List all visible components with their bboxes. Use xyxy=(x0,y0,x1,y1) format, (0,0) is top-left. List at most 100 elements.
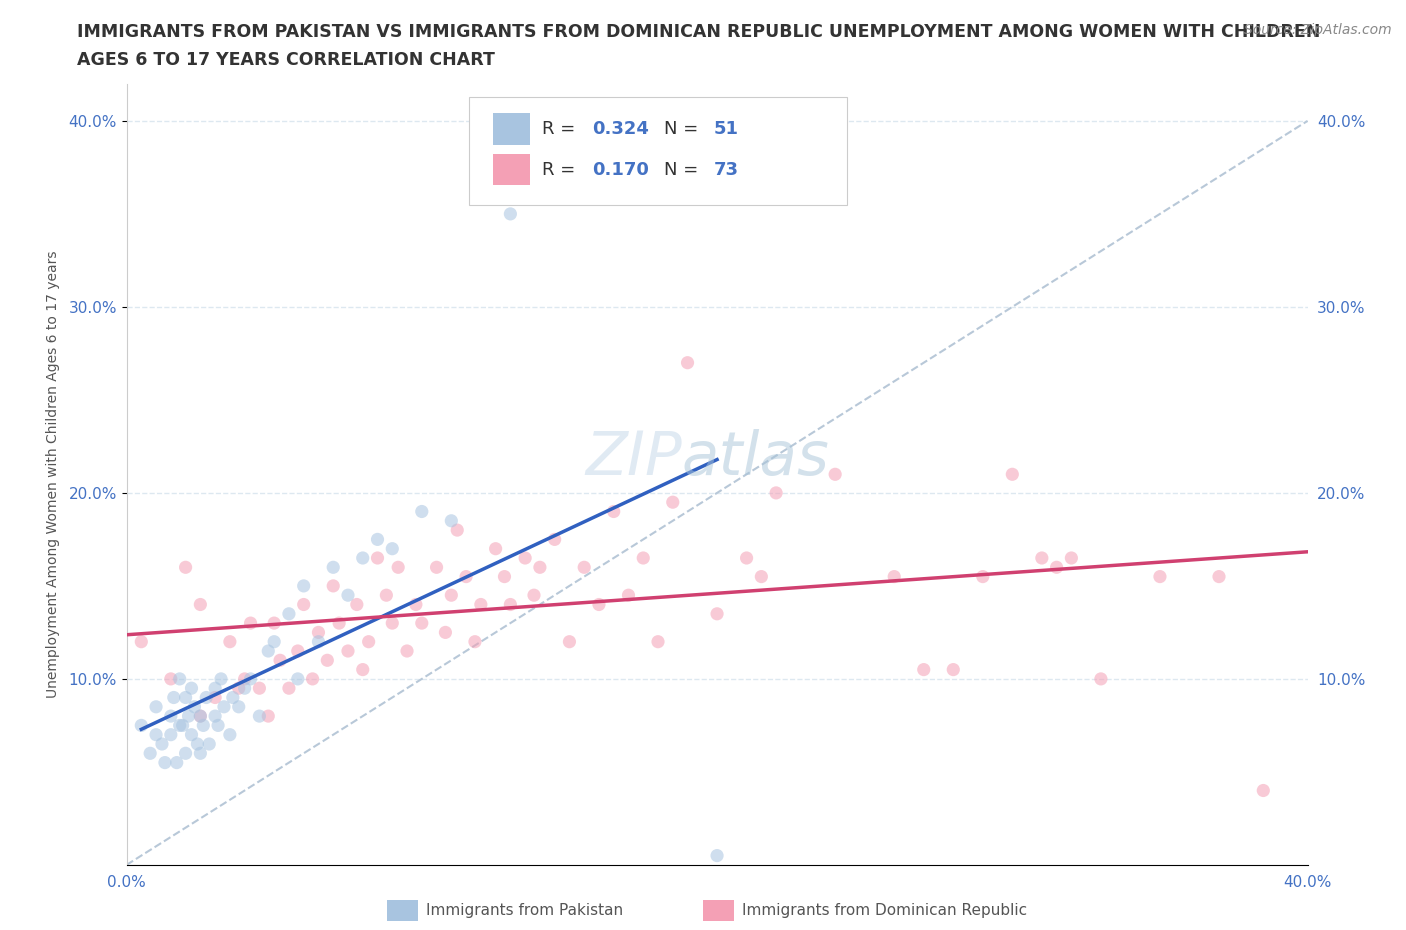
Point xyxy=(233,681,256,696)
Point xyxy=(222,690,245,705)
Point xyxy=(1001,467,1024,482)
Text: IMMIGRANTS FROM PAKISTAN VS IMMIGRANTS FROM DOMINICAN REPUBLIC UNEMPLOYMENT AMON: IMMIGRANTS FROM PAKISTAN VS IMMIGRANTS F… xyxy=(77,23,1320,41)
Point xyxy=(239,671,262,686)
Point xyxy=(499,597,522,612)
Point xyxy=(198,737,221,751)
Point xyxy=(405,597,427,612)
Point xyxy=(912,662,935,677)
Point xyxy=(153,755,176,770)
Point xyxy=(328,616,350,631)
Point xyxy=(278,681,301,696)
Point xyxy=(228,699,250,714)
Point xyxy=(209,671,232,686)
Point xyxy=(558,634,581,649)
Point xyxy=(129,634,153,649)
Point xyxy=(337,644,360,658)
Text: N =: N = xyxy=(664,161,704,179)
Point xyxy=(249,709,271,724)
Point xyxy=(166,755,188,770)
Point xyxy=(346,597,368,612)
Point xyxy=(456,569,478,584)
Point xyxy=(662,495,685,510)
Point xyxy=(233,671,256,686)
Point xyxy=(543,532,565,547)
Point xyxy=(603,504,626,519)
Point xyxy=(204,681,226,696)
Point xyxy=(523,588,546,603)
Point xyxy=(308,634,330,649)
Point xyxy=(169,671,191,686)
Point xyxy=(617,588,640,603)
Point xyxy=(396,644,419,658)
Text: ZIP: ZIP xyxy=(585,429,682,488)
Point xyxy=(588,597,610,612)
Point xyxy=(387,560,409,575)
Text: Immigrants from Pakistan: Immigrants from Pakistan xyxy=(426,903,623,918)
Point xyxy=(301,671,323,686)
Point xyxy=(269,653,291,668)
Text: R =: R = xyxy=(543,161,581,179)
Point xyxy=(183,699,205,714)
Point xyxy=(633,551,655,565)
Point xyxy=(287,644,309,658)
Point xyxy=(425,560,447,575)
Point xyxy=(440,513,463,528)
Point xyxy=(186,737,208,751)
Point xyxy=(1090,671,1112,686)
Point xyxy=(193,718,215,733)
Point xyxy=(228,681,250,696)
Point xyxy=(352,551,374,565)
Point xyxy=(219,727,242,742)
Point xyxy=(440,588,463,603)
Point xyxy=(529,560,551,575)
Point xyxy=(129,718,153,733)
Point xyxy=(195,690,218,705)
Point xyxy=(257,644,280,658)
Point xyxy=(172,718,194,733)
Point xyxy=(150,737,173,751)
Point xyxy=(322,560,344,575)
Point xyxy=(207,718,229,733)
Text: R =: R = xyxy=(543,120,581,138)
Point xyxy=(381,616,404,631)
Point xyxy=(765,485,787,500)
Text: 0.324: 0.324 xyxy=(592,120,648,138)
FancyBboxPatch shape xyxy=(492,154,530,185)
Point xyxy=(257,709,280,724)
Text: AGES 6 TO 17 YEARS CORRELATION CHART: AGES 6 TO 17 YEARS CORRELATION CHART xyxy=(77,51,495,69)
Text: 0.170: 0.170 xyxy=(592,161,648,179)
Point xyxy=(942,662,965,677)
Point xyxy=(824,467,846,482)
Point xyxy=(145,699,167,714)
Point xyxy=(188,709,212,724)
Point xyxy=(249,681,271,696)
Point xyxy=(263,634,285,649)
Point xyxy=(367,532,389,547)
Point xyxy=(219,634,242,649)
Point xyxy=(375,588,398,603)
Text: N =: N = xyxy=(664,120,704,138)
Point xyxy=(484,541,508,556)
Point xyxy=(411,504,433,519)
Point xyxy=(139,746,162,761)
Point xyxy=(1253,783,1275,798)
Point xyxy=(316,653,339,668)
Point xyxy=(322,578,344,593)
Point xyxy=(174,746,197,761)
Point xyxy=(446,523,468,538)
Point xyxy=(352,662,374,677)
Point xyxy=(434,625,457,640)
Point xyxy=(160,671,183,686)
Text: atlas: atlas xyxy=(682,429,830,488)
Point xyxy=(972,569,994,584)
Point xyxy=(278,606,301,621)
Text: 51: 51 xyxy=(713,120,738,138)
Point xyxy=(163,690,186,705)
Point xyxy=(464,634,486,649)
FancyBboxPatch shape xyxy=(470,97,846,205)
Point xyxy=(1031,551,1053,565)
Point xyxy=(470,597,492,612)
Point xyxy=(188,597,212,612)
Point xyxy=(647,634,669,649)
Point xyxy=(1046,560,1069,575)
